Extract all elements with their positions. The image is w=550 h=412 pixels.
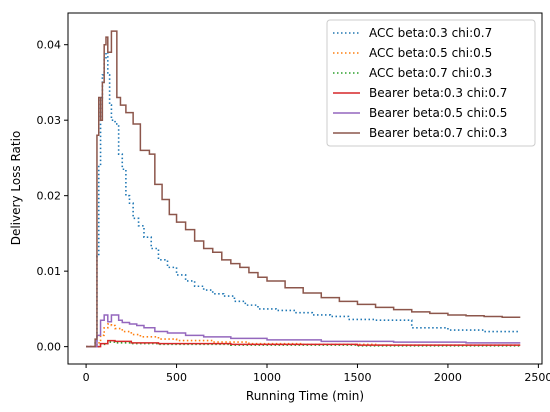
series-line-4: [86, 339, 521, 348]
legend-label-1: ACC beta:0.3 chi:0.7: [369, 26, 492, 40]
plot-frame: [67, 12, 543, 365]
legend: ACC beta:0.3 chi:0.7 ACC beta:0.5 chi:0.5…: [326, 19, 536, 147]
x-axis-ticks: 0 500 1000 1500 2000 2500: [83, 364, 550, 384]
legend-items: ACC beta:0.3 chi:0.7 ACC beta:0.5 chi:0.5…: [333, 26, 507, 140]
y-axis-ticks: 0.00 0.01 0.02 0.03 0.04: [37, 39, 68, 354]
x-axis-label: Running Time (min): [246, 389, 364, 403]
series-line-5: [86, 314, 521, 348]
y-tick-label: 0.03: [37, 114, 62, 127]
legend-box: [326, 19, 536, 147]
legend-label-6: Bearer beta:0.7 chi:0.3: [369, 126, 507, 140]
legend-label-4: Bearer beta:0.3 chi:0.7: [369, 86, 507, 100]
x-tick-label: 1000: [253, 371, 281, 384]
legend-label-3: ACC beta:0.7 chi:0.3: [369, 66, 492, 80]
series-line-6: [86, 30, 521, 348]
y-tick-label: 0.02: [37, 190, 62, 203]
y-axis-label: Delivery Loss Ratio: [9, 131, 23, 246]
x-tick-label: 2500: [524, 371, 550, 384]
y-tick-label: 0.00: [37, 341, 62, 354]
x-tick-label: 1500: [343, 371, 371, 384]
x-tick-label: 0: [83, 371, 90, 384]
series-layer: [86, 30, 522, 348]
plot-area: 0 500 1000 1500 2000 2500 0.000.010.020.030.0…: [37, 12, 550, 384]
y-tick-label: 0.01: [37, 265, 62, 278]
legend-label-5: Bearer beta:0.5 chi:0.5: [369, 106, 507, 120]
x-tick-label: 500: [166, 371, 187, 384]
y-tick-label: 0.04: [37, 39, 62, 52]
legend-label-2: ACC beta:0.5 chi:0.5: [369, 46, 492, 60]
x-tick-label: 2000: [434, 371, 462, 384]
